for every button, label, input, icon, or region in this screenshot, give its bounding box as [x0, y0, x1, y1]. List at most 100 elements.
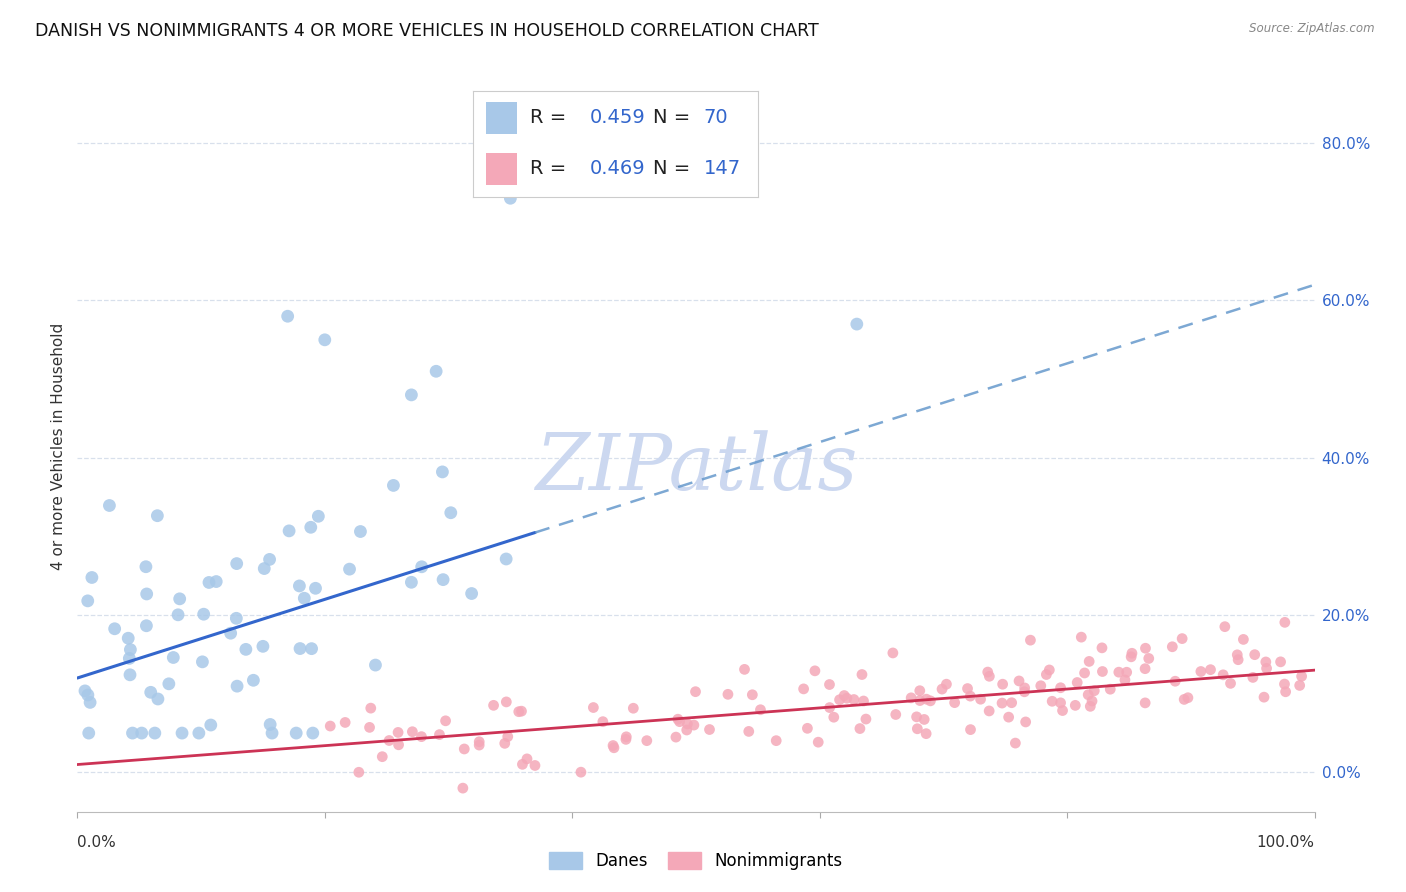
Point [1291, 669, 1313, 683]
Point [333, 715, 356, 730]
Point [1001, 696, 1024, 710]
Point [225, 611, 247, 625]
Point [434, 714, 457, 728]
Point [516, 752, 538, 766]
Text: 0.0%: 0.0% [77, 835, 117, 850]
Point [807, 735, 830, 749]
Point [301, 641, 323, 656]
Point [1078, 655, 1101, 669]
Point [969, 692, 991, 706]
Point [411, 559, 433, 574]
Point [429, 728, 451, 742]
Point [118, 651, 141, 665]
Point [1014, 681, 1036, 695]
Point [602, 739, 624, 753]
Point [1077, 688, 1099, 702]
Point [905, 710, 928, 724]
Point [1219, 676, 1241, 690]
Point [468, 738, 491, 752]
Point [259, 717, 281, 731]
Point [845, 317, 868, 331]
Point [453, 742, 475, 756]
Point [804, 664, 827, 678]
Point [382, 478, 405, 492]
Point [304, 582, 326, 596]
Point [665, 730, 688, 744]
Point [1226, 648, 1249, 662]
Point [1049, 696, 1071, 710]
Point [494, 736, 516, 750]
Point [523, 758, 546, 772]
Point [882, 646, 904, 660]
Point [956, 681, 979, 696]
Point [1173, 692, 1195, 706]
Point [135, 619, 157, 633]
Point [1019, 633, 1042, 648]
Point [79, 695, 101, 709]
Point [319, 719, 342, 733]
Point [143, 726, 166, 740]
Point [191, 655, 214, 669]
Point [884, 707, 907, 722]
Point [1115, 665, 1137, 680]
Point [1199, 663, 1222, 677]
Text: ZIPatlas: ZIPatlas [534, 430, 858, 506]
Point [98, 499, 121, 513]
Point [252, 640, 274, 654]
Point [1008, 673, 1031, 688]
Point [401, 575, 423, 590]
Point [997, 710, 1019, 724]
Point [205, 574, 228, 589]
Point [468, 735, 491, 749]
Point [1274, 677, 1296, 691]
Point [292, 591, 315, 606]
Point [991, 677, 1014, 691]
Point [1274, 615, 1296, 630]
Point [347, 765, 370, 780]
Text: DANISH VS NONIMMIGRANTS 4 OR MORE VEHICLES IN HOUSEHOLD CORRELATION CHART: DANISH VS NONIMMIGRANTS 4 OR MORE VEHICL… [35, 22, 818, 40]
Point [842, 692, 865, 706]
Point [621, 701, 644, 715]
Point [1133, 662, 1156, 676]
Text: 100.0%: 100.0% [1257, 835, 1315, 850]
Point [818, 700, 841, 714]
Point [157, 677, 180, 691]
Point [915, 726, 938, 740]
Point [1254, 655, 1277, 669]
Point [823, 710, 845, 724]
Point [1270, 655, 1292, 669]
Point [900, 690, 922, 705]
Point [339, 562, 361, 576]
Text: Source: ZipAtlas.com: Source: ZipAtlas.com [1250, 22, 1375, 36]
Point [482, 698, 505, 713]
Point [1288, 678, 1310, 692]
Point [1253, 690, 1275, 705]
Point [146, 508, 169, 523]
Point [288, 641, 311, 656]
Point [912, 713, 935, 727]
Point [432, 465, 454, 479]
Point [198, 575, 221, 590]
Point [118, 668, 141, 682]
Point [582, 700, 605, 714]
Point [793, 681, 815, 696]
Point [1137, 651, 1160, 665]
Point [301, 726, 323, 740]
Point [636, 733, 658, 747]
Point [76, 594, 98, 608]
Legend: Danes, Nonimmigrants: Danes, Nonimmigrants [543, 845, 849, 877]
Point [451, 781, 474, 796]
Point [979, 704, 1001, 718]
Point [959, 689, 981, 703]
Point [851, 667, 873, 681]
Point [187, 726, 209, 740]
Point [499, 191, 522, 205]
Point [495, 695, 517, 709]
Point [510, 704, 533, 718]
Point [935, 677, 957, 691]
Point [1256, 661, 1278, 675]
Point [359, 720, 381, 734]
Point [828, 692, 851, 706]
Point [855, 712, 877, 726]
Point [135, 559, 157, 574]
